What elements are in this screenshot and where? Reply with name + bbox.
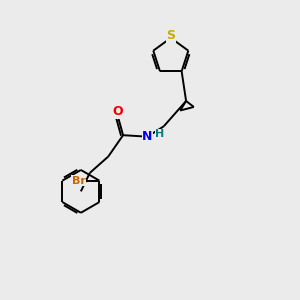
- Text: Br: Br: [72, 176, 86, 186]
- Text: N: N: [142, 130, 153, 143]
- Text: S: S: [166, 29, 175, 42]
- Text: O: O: [112, 105, 123, 118]
- Text: H: H: [155, 129, 165, 139]
